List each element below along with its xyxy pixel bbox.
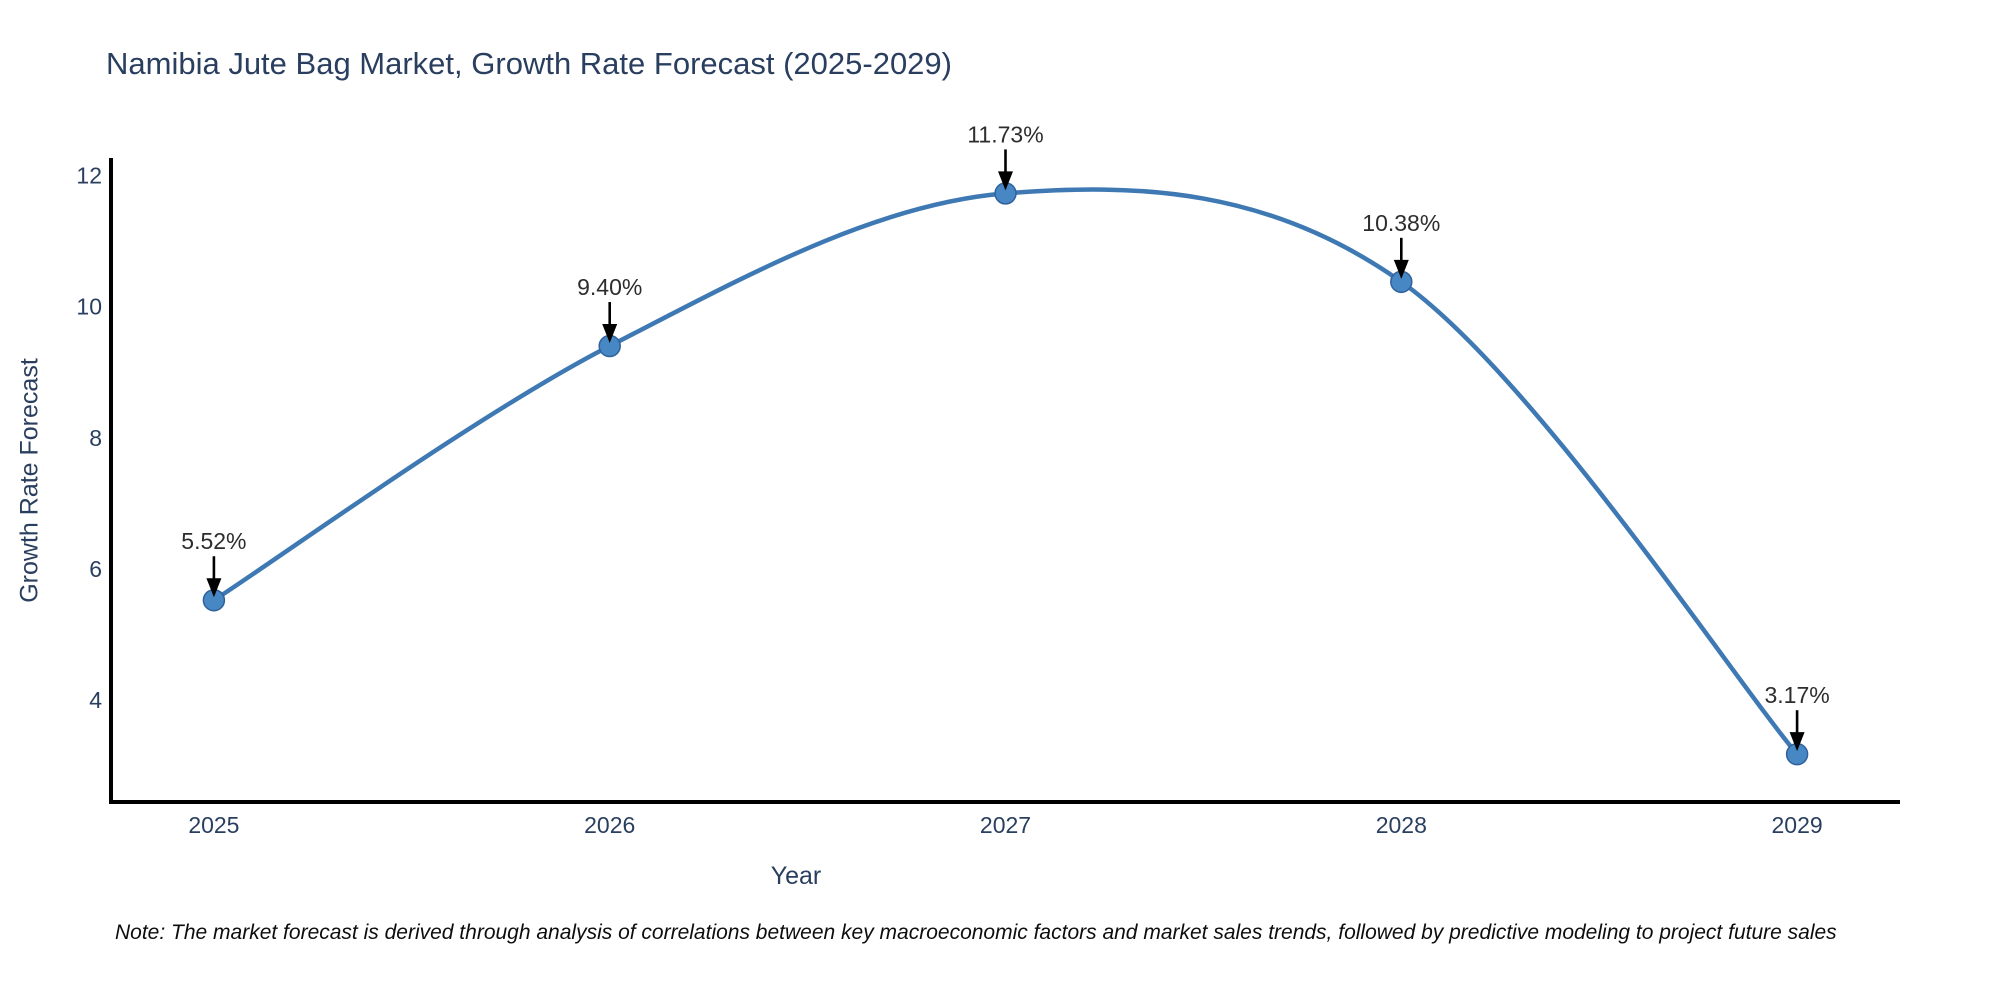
- annotation-arrowhead: [998, 171, 1013, 191]
- annotation-arrowhead: [1789, 732, 1805, 752]
- y-tick-label: 6: [89, 556, 102, 582]
- y-tick-label: 8: [89, 425, 102, 451]
- annotation-label: 9.40%: [577, 274, 642, 300]
- y-tick-label: 12: [76, 163, 102, 189]
- annotation-label: 5.52%: [181, 528, 246, 554]
- series-line: [212, 187, 1799, 756]
- x-tick-label: 2027: [980, 812, 1031, 838]
- chart-title: Namibia Jute Bag Market, Growth Rate For…: [106, 46, 952, 81]
- y-tick-label: 4: [89, 687, 102, 713]
- annotation-arrowhead: [1393, 259, 1409, 279]
- x-tick-label: 2025: [188, 812, 239, 838]
- annotation-label: 10.38%: [1362, 210, 1440, 236]
- annotation-label: 3.17%: [1764, 682, 1829, 708]
- annotation-arrowhead: [206, 578, 222, 598]
- x-tick-label: 2026: [584, 812, 635, 838]
- annotation-label: 11.73%: [967, 121, 1043, 147]
- annotation-arrowhead: [602, 324, 618, 344]
- footnote: Note: The market forecast is derived thr…: [115, 921, 1837, 944]
- x-axis-title: Year: [770, 862, 822, 890]
- x-tick-label: 2029: [1772, 812, 1823, 838]
- x-tick-label: 2028: [1376, 812, 1427, 838]
- y-tick-label: 10: [76, 294, 102, 320]
